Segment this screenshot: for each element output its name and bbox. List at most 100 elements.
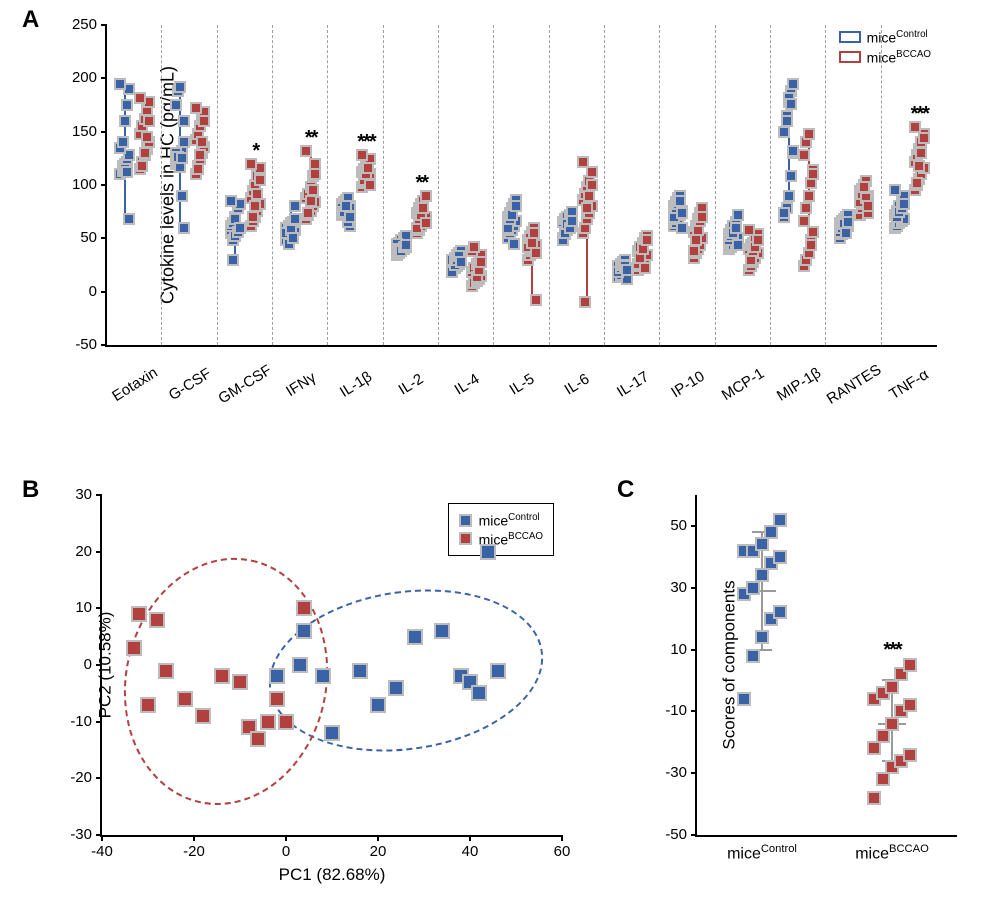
figure: A Cytokine levels in HC (pg/mL) miceCont… — [0, 0, 983, 922]
panel-a-xlabel: GM-CSF — [216, 362, 275, 408]
data-point — [269, 668, 285, 684]
panel-a-xlabel: IL-4 — [451, 370, 482, 398]
data-point — [251, 188, 263, 200]
panel-a-xlabel: TNF-α — [887, 366, 932, 403]
data-point — [798, 149, 810, 161]
data-point — [903, 658, 917, 672]
significance-marker: *** — [357, 131, 374, 154]
data-point — [913, 160, 925, 172]
data-point — [232, 674, 248, 690]
data-point — [528, 227, 540, 239]
data-point — [117, 136, 129, 148]
data-point — [307, 184, 319, 196]
data-point — [773, 550, 787, 564]
data-point — [581, 202, 593, 214]
panel-a-category: IP-10 — [660, 25, 715, 345]
panel-a-xlabel: IFNγ — [283, 369, 319, 400]
legend-b-swatch-control — [459, 514, 472, 527]
data-point — [807, 168, 819, 180]
panel-c-group: miceBCCAO*** — [827, 495, 957, 835]
data-point — [696, 211, 708, 223]
data-point — [783, 190, 795, 202]
data-point — [121, 99, 133, 111]
data-point — [174, 81, 186, 93]
data-point — [136, 160, 148, 172]
data-point — [885, 717, 899, 731]
legend-b-row-bccao: miceBCCAO — [459, 531, 543, 548]
data-point — [296, 623, 312, 639]
panel-a-category: TNF-α*** — [882, 25, 937, 345]
legend-b-row-control: miceControl — [459, 512, 543, 529]
data-point — [876, 772, 890, 786]
data-point — [192, 163, 204, 175]
data-point — [190, 102, 202, 114]
panel-c-group-label: miceBCCAO — [855, 843, 929, 863]
data-point — [296, 600, 312, 616]
data-point — [510, 200, 522, 212]
legend-b-text-control: miceControl — [479, 512, 540, 529]
panel-a-xlabel: IL-5 — [507, 370, 538, 398]
data-point — [468, 241, 480, 253]
data-point — [746, 649, 760, 663]
data-point — [876, 729, 890, 743]
panel-a-category: IFNγ** — [273, 25, 328, 345]
panel-b-legend: miceControl miceBCCAO — [448, 503, 554, 556]
panel-a-category: IL-6 — [550, 25, 605, 345]
data-point — [690, 234, 702, 246]
data-point — [198, 115, 210, 127]
panel-a-xlabel: IL-2 — [396, 370, 427, 398]
data-point — [676, 207, 688, 219]
data-point — [158, 663, 174, 679]
panel-a-category: IL-1β*** — [328, 25, 383, 345]
data-point — [752, 234, 764, 246]
data-point — [287, 232, 299, 244]
data-point — [639, 262, 651, 274]
data-point — [862, 200, 874, 212]
data-point — [400, 239, 412, 251]
data-point — [785, 170, 797, 182]
panel-a-xlabel: IP-10 — [668, 368, 707, 401]
panel-b: B PC2 (10.58%) PC1 (82.68%) miceControl … — [30, 480, 590, 910]
panel-a-label: A — [22, 6, 39, 34]
data-point — [302, 207, 314, 219]
panel-a-xlabel: MIP-1β — [774, 364, 824, 404]
data-point — [214, 668, 230, 684]
data-point — [344, 211, 356, 223]
data-point — [781, 115, 793, 127]
data-point — [800, 202, 812, 214]
data-point — [260, 714, 276, 730]
data-point — [798, 215, 810, 227]
data-point — [586, 179, 598, 191]
data-point — [315, 668, 331, 684]
data-point — [903, 748, 917, 762]
data-point — [803, 128, 815, 140]
significance-marker: * — [252, 140, 258, 163]
data-point — [586, 166, 598, 178]
data-point — [178, 222, 190, 234]
data-point — [508, 238, 520, 250]
data-point — [773, 605, 787, 619]
data-point — [250, 731, 266, 747]
data-point — [177, 691, 193, 707]
data-point — [249, 200, 261, 212]
data-point — [566, 215, 578, 227]
data-point — [254, 174, 266, 186]
data-point — [278, 714, 294, 730]
data-point — [898, 198, 910, 210]
data-point — [195, 708, 211, 724]
data-point — [583, 190, 595, 202]
panel-a-xlabel: Eotaxin — [109, 364, 160, 405]
data-point — [324, 725, 340, 741]
significance-marker: ** — [415, 172, 427, 195]
panel-c-group-label: miceControl — [727, 843, 797, 863]
data-point — [530, 247, 542, 259]
data-point — [123, 213, 135, 225]
data-point — [805, 239, 817, 251]
data-point — [688, 245, 700, 257]
data-point — [362, 162, 374, 174]
panel-b-xlabel: PC1 (82.68%) — [279, 865, 386, 885]
panel-a-category: Eotaxin — [107, 25, 162, 345]
panel-a-category: IL-2** — [384, 25, 439, 345]
panel-a-category: MCP-1 — [716, 25, 771, 345]
panel-c: C Scores of components -50-30-10103050mi… — [625, 480, 970, 910]
